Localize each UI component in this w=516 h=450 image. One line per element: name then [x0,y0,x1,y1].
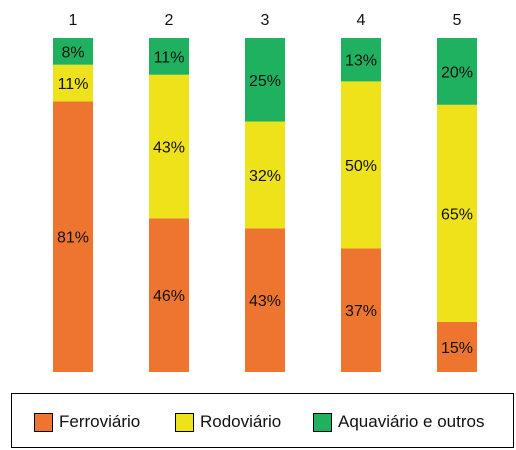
bar-segment-5-2 [437,104,477,322]
bar-segment-4-3 [341,38,381,82]
legend-label-aquaviario: Aquaviário e outros [338,412,485,431]
bar-segment-2-2 [149,74,189,219]
legend-item-aquaviario: Aquaviário e outros [313,411,484,433]
data-label-5-2: 65% [441,206,473,223]
data-label-3-2: 32% [249,168,281,185]
legend-label-rodoviario: Rodoviário [200,412,282,431]
bar-segment-5-3 [437,38,477,105]
data-label-1-2: 11% [58,76,89,93]
data-label-3-1: 43% [249,293,281,310]
data-label-2-3: 11% [154,49,185,66]
legend: Ferroviário Rodoviário Aquaviário e outr… [11,393,514,448]
legend-swatch-rodoviario [175,412,194,432]
legend-item-ferroviario: Ferroviário [34,411,140,433]
bar-segment-1-2 [53,64,93,102]
bar-segment-5-1 [437,321,477,372]
data-label-3-3: 25% [249,73,281,90]
bar-segment-3-3 [245,38,285,122]
data-label-4-2: 50% [345,158,377,175]
legend-swatch-aquaviario [313,412,332,432]
category-label-1: 1 [69,12,78,29]
legend-label-ferroviario: Ferroviário [59,412,141,431]
bar-segment-2-1 [149,218,189,372]
bar-segment-3-2 [245,121,285,229]
category-label-5: 5 [453,12,462,29]
bar-segment-1-1 [53,101,93,373]
category-label-2: 2 [165,12,174,29]
data-label-4-1: 37% [345,303,377,320]
legend-item-rodoviario: Rodoviário [175,411,281,433]
bar-segment-3-1 [245,228,285,372]
bar-segment-4-2 [341,81,381,249]
data-label-2-1: 46% [153,288,185,305]
data-label-1-3: 8% [61,44,84,61]
data-label-5-3: 20% [441,64,473,81]
category-label-4: 4 [357,12,366,29]
data-label-2-2: 43% [153,140,185,157]
data-label-1-1: 81% [57,230,89,247]
data-label-4-3: 13% [345,53,377,70]
legend-swatch-ferroviario [34,412,53,432]
category-label-3: 3 [261,12,270,29]
bar-segment-4-1 [341,248,381,372]
bar-segment-2-3 [149,38,189,75]
bar-segment-1-3 [53,38,93,65]
stacked-bar-chart: 1 81% 11% 8% 2 46% 43% 11% 3 43% 32% 25% 4 37% 50% 13% 5… [53,12,477,373]
data-label-5-1: 15% [441,340,473,357]
